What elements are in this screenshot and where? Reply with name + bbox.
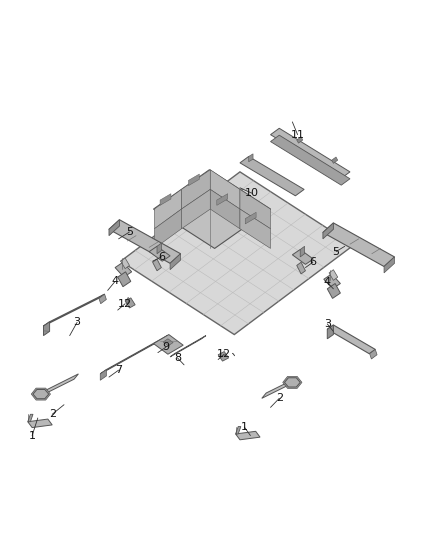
Polygon shape [121, 172, 353, 335]
Text: 1: 1 [241, 422, 248, 432]
Polygon shape [271, 128, 350, 178]
Text: 7: 7 [115, 365, 122, 375]
Polygon shape [300, 246, 304, 257]
Text: 3: 3 [324, 319, 331, 329]
Polygon shape [240, 189, 271, 229]
Polygon shape [149, 246, 170, 261]
Polygon shape [181, 189, 210, 229]
Polygon shape [240, 157, 304, 196]
Polygon shape [160, 193, 171, 205]
Polygon shape [232, 353, 235, 356]
Polygon shape [210, 189, 240, 229]
Text: 5: 5 [126, 227, 133, 237]
Polygon shape [31, 388, 50, 400]
Text: 6: 6 [309, 257, 316, 267]
Text: 4: 4 [112, 277, 119, 286]
Polygon shape [153, 335, 183, 354]
Text: 2: 2 [276, 393, 283, 403]
Polygon shape [384, 257, 395, 273]
Text: 10: 10 [245, 188, 259, 198]
Polygon shape [154, 209, 181, 248]
Polygon shape [100, 336, 167, 374]
Polygon shape [153, 169, 271, 248]
Text: 8: 8 [174, 353, 181, 363]
Polygon shape [170, 336, 206, 357]
Polygon shape [188, 174, 199, 185]
Polygon shape [109, 220, 120, 236]
Text: 12: 12 [217, 349, 231, 359]
Polygon shape [125, 298, 135, 308]
Polygon shape [217, 193, 228, 205]
Polygon shape [42, 374, 78, 395]
Polygon shape [28, 414, 33, 422]
Polygon shape [157, 243, 161, 254]
Polygon shape [323, 223, 333, 239]
Polygon shape [43, 322, 49, 336]
Polygon shape [262, 379, 294, 398]
Polygon shape [324, 274, 340, 289]
Polygon shape [152, 259, 161, 271]
Text: 9: 9 [162, 342, 170, 352]
Polygon shape [126, 297, 130, 304]
Polygon shape [323, 223, 395, 266]
Polygon shape [99, 294, 106, 304]
Polygon shape [115, 262, 132, 277]
Polygon shape [297, 137, 303, 143]
Polygon shape [271, 135, 350, 185]
Polygon shape [245, 212, 256, 224]
Polygon shape [327, 325, 375, 354]
Polygon shape [210, 169, 240, 209]
Text: 3: 3 [74, 317, 81, 327]
Polygon shape [33, 390, 49, 399]
Polygon shape [329, 270, 338, 280]
Polygon shape [163, 339, 173, 346]
Polygon shape [118, 272, 131, 287]
Polygon shape [236, 431, 260, 440]
Text: 5: 5 [332, 247, 339, 256]
Polygon shape [285, 378, 300, 387]
Text: 2: 2 [49, 409, 56, 419]
Text: 1: 1 [28, 431, 35, 441]
Polygon shape [43, 294, 105, 326]
Polygon shape [370, 350, 377, 359]
Text: 6: 6 [158, 252, 165, 262]
Polygon shape [109, 220, 180, 263]
Polygon shape [332, 157, 338, 164]
Polygon shape [283, 376, 302, 389]
Polygon shape [121, 258, 130, 269]
Polygon shape [170, 254, 180, 270]
Polygon shape [236, 426, 241, 434]
Polygon shape [249, 154, 253, 162]
Polygon shape [292, 249, 313, 264]
Polygon shape [297, 262, 305, 274]
Polygon shape [327, 325, 333, 339]
Polygon shape [28, 419, 52, 427]
Polygon shape [181, 169, 210, 209]
Polygon shape [161, 336, 167, 346]
Polygon shape [240, 209, 271, 248]
Text: 11: 11 [290, 130, 304, 140]
Polygon shape [218, 352, 229, 361]
Polygon shape [154, 189, 181, 229]
Polygon shape [100, 369, 106, 380]
Polygon shape [327, 284, 340, 298]
Text: 4: 4 [324, 278, 331, 287]
Text: 12: 12 [118, 298, 132, 309]
